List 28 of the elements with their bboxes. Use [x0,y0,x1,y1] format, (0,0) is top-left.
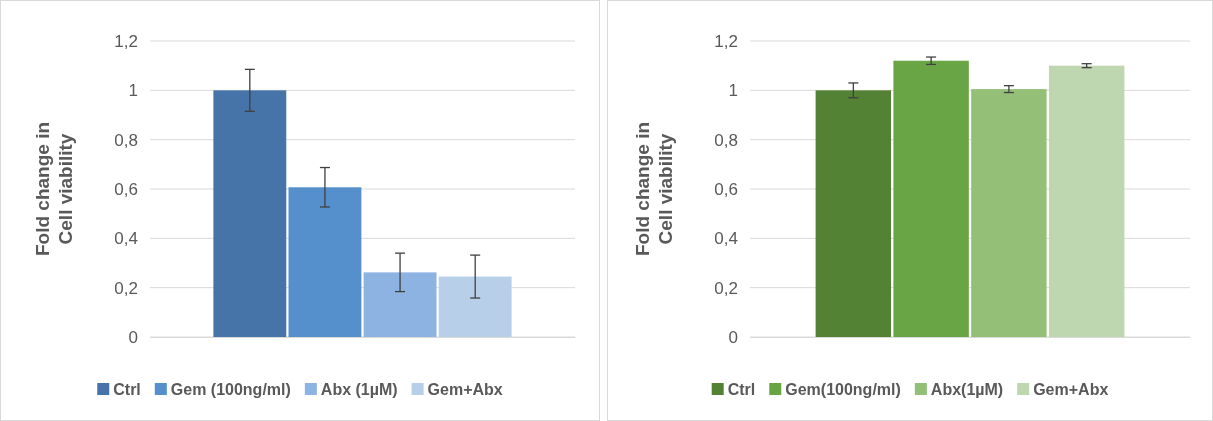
y-tick-label: 0,2 [714,278,738,298]
y-tick-label: 1,2 [114,31,138,51]
y-tick-label: 0 [128,327,138,347]
bar [438,276,512,337]
y-tick-label: 0,8 [114,130,138,150]
y-tick-label: 0 [728,327,738,347]
y-axis-title: Fold change in Cell viability [632,121,676,257]
legend-label: Ctrl [113,381,141,398]
y-tick-label: 0,8 [714,130,738,150]
y-tick-label: 0,2 [114,278,138,298]
bar [363,272,437,337]
y-axis-title: Fold change in Cell viability [32,121,76,257]
legend-label: Ctrl [727,381,756,398]
legend-label: Gem(100ng/ml) [785,381,901,398]
y-tick-label: 1 [728,81,738,101]
y-tick-label: 0,4 [714,229,738,249]
legend-label: Gem (100ng/ml) [170,381,291,398]
y-tick-label: 0,4 [114,229,138,249]
bar [288,187,362,337]
y-tick-label: 0,6 [114,179,138,199]
legend-label: Gem+Abx [1033,381,1109,398]
legend-label: Abx (1µM) [320,381,398,398]
legend-label: Abx(1µM) [930,381,1004,398]
y-tick-label: 0,6 [714,179,738,199]
bar [213,90,287,337]
y-tick-label: 1,2 [714,31,738,51]
legend-label: Gem+Abx [427,381,503,398]
y-tick-label: 1 [128,81,138,101]
